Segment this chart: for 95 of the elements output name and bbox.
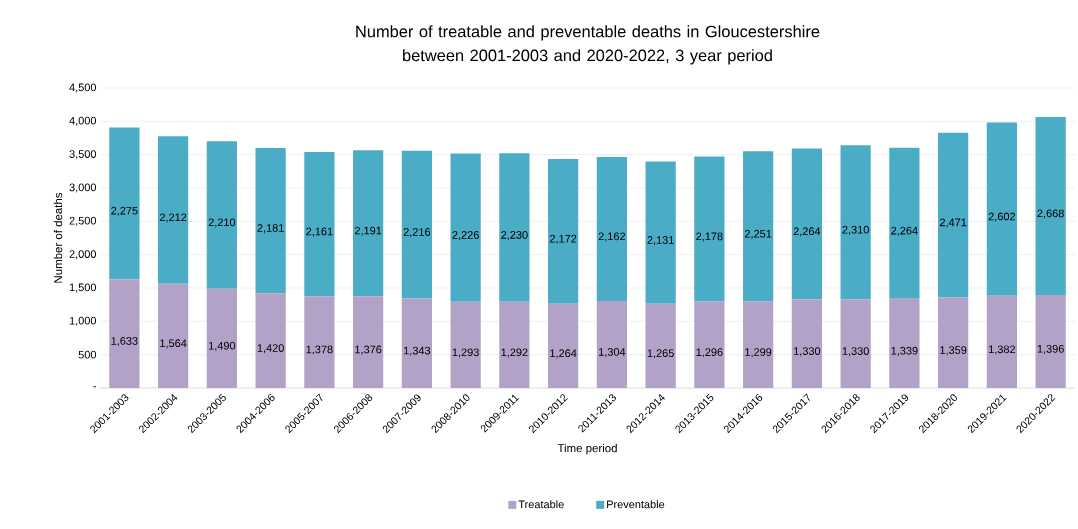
bar	[986, 295, 1017, 388]
y-tick-label: 1,000	[69, 316, 97, 326]
y-tick-label: 3,000	[69, 183, 97, 193]
bar	[889, 147, 920, 299]
bar	[499, 153, 530, 302]
data-label: 1,343	[404, 346, 431, 356]
data-label: 1,633	[111, 337, 138, 347]
bar	[109, 279, 140, 388]
data-label: 2,602	[988, 212, 1016, 222]
bar	[791, 148, 822, 300]
data-label: 1,339	[891, 346, 918, 356]
bar	[986, 122, 1017, 296]
y-axis-title: Number of deaths	[53, 192, 63, 283]
bar	[206, 141, 237, 289]
data-label: 1,299	[745, 348, 772, 358]
bar	[889, 298, 920, 388]
y-tick-label: -	[93, 386, 96, 388]
bar	[743, 151, 774, 302]
data-label: 2,251	[744, 229, 772, 239]
data-label: 1,376	[355, 345, 382, 355]
y-tick-label: 2,000	[69, 250, 97, 260]
bar	[938, 297, 969, 388]
y-tick-label: 4,000	[69, 116, 97, 126]
bar	[158, 283, 189, 388]
bar	[450, 301, 481, 388]
bar	[694, 301, 725, 388]
data-label: 1,292	[501, 348, 528, 358]
data-label: 1,304	[599, 348, 626, 358]
bar	[1035, 117, 1066, 295]
data-label: 2,162	[598, 232, 626, 242]
y-tick-label: 500	[78, 350, 97, 359]
data-label: 1,382	[989, 345, 1016, 355]
y-tick-label: 2,500	[69, 216, 97, 226]
bar	[450, 153, 481, 302]
data-label: 1,296	[696, 348, 723, 358]
y-tick-label: 3,500	[69, 150, 97, 160]
bar	[401, 298, 432, 388]
y-tick-label: 1,500	[69, 283, 97, 293]
bar	[353, 150, 384, 297]
data-label: 2,178	[696, 232, 723, 242]
x-axis-title: Time period	[557, 443, 617, 455]
bar	[255, 147, 286, 294]
bar	[645, 161, 676, 304]
bar	[158, 136, 189, 284]
bar	[840, 299, 871, 388]
data-label: 2,668	[1037, 209, 1064, 219]
bar	[743, 301, 774, 388]
bar	[255, 293, 286, 388]
data-label: 2,230	[501, 231, 528, 241]
data-label: 2,161	[306, 227, 333, 237]
data-label: 1,490	[208, 341, 236, 351]
bar	[548, 158, 579, 304]
data-label: 2,181	[257, 224, 284, 234]
bar	[109, 127, 140, 280]
data-label: 2,264	[891, 226, 918, 236]
legend-label: Treatable	[518, 500, 564, 509]
data-label: 2,131	[647, 236, 674, 246]
bar	[596, 301, 627, 388]
chart-title: Number of treatable and preventable deaths in Gloucestershire between 2001-2003 and 2020-2022, 3 year period	[356, 25, 820, 65]
data-label: 1,359	[940, 346, 967, 356]
bar	[401, 150, 432, 299]
bar	[938, 132, 969, 298]
bar	[791, 299, 822, 388]
data-label: 2,191	[354, 226, 382, 236]
data-label: 2,471	[939, 218, 967, 228]
bar	[1035, 294, 1066, 388]
bar	[596, 156, 627, 302]
bar	[840, 145, 871, 300]
data-label: 1,330	[842, 347, 869, 357]
bar	[694, 156, 725, 302]
bar	[499, 301, 530, 388]
data-label: 1,330	[794, 347, 821, 357]
data-label: 2,264	[793, 227, 821, 237]
data-label: 1,264	[550, 349, 577, 359]
data-label: 2,216	[403, 228, 431, 238]
bar	[353, 296, 384, 388]
data-label: 2,275	[111, 206, 138, 216]
bar	[304, 152, 335, 297]
data-label: 1,564	[160, 339, 187, 349]
data-label: 1,265	[647, 349, 674, 359]
data-label: 2,226	[452, 231, 479, 241]
bar	[645, 303, 676, 388]
data-label: 2,172	[549, 234, 577, 244]
data-label: 2,310	[842, 225, 869, 235]
data-label: 2,212	[159, 213, 187, 223]
bar	[548, 303, 579, 388]
data-label: 2,210	[208, 218, 236, 228]
y-tick-label: 4,500	[69, 83, 97, 93]
data-label: 1,420	[257, 344, 284, 354]
bar	[206, 288, 237, 388]
data-label: 1,293	[452, 348, 479, 358]
data-label: 1,396	[1037, 344, 1064, 354]
bar	[304, 296, 335, 388]
data-label: 1,378	[306, 345, 333, 355]
legend-label: Preventable	[607, 500, 665, 509]
